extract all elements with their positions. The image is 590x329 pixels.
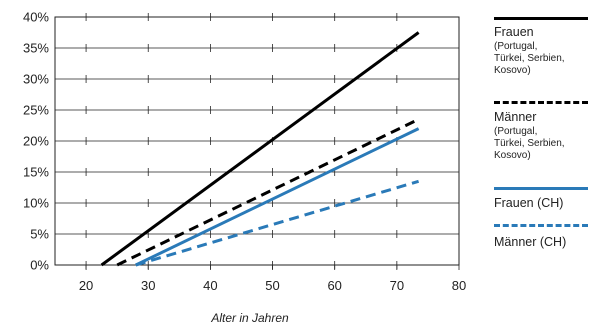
legend-line-solid-black: [494, 17, 588, 20]
x-tick-label: 40: [203, 278, 217, 293]
legend-line-dashed-black: [494, 101, 588, 104]
legend-line-dashed-blue: [494, 224, 588, 227]
legend-line-solid-blue: [494, 187, 588, 190]
x-tick-label: 70: [390, 278, 404, 293]
gridlines: [55, 13, 459, 269]
y-tick-label: 20%: [23, 134, 49, 149]
y-tick-label: 10%: [23, 196, 49, 211]
x-axis-ticks: 20 30 40 50 60 70 80: [79, 265, 466, 293]
y-tick-label: 0%: [30, 258, 49, 273]
x-axis-title: Alter in Jahren: [210, 311, 289, 325]
y-tick-label: 5%: [30, 227, 49, 242]
x-tick-label: 50: [265, 278, 279, 293]
legend-series-name: Frauen: [494, 25, 534, 39]
plot-frame: [54, 16, 460, 266]
legend-series-name: Frauen (CH): [494, 196, 564, 210]
series-lines: [100, 31, 420, 267]
legend-series-note: (Portugal, Türkei, Serbien, Kosovo): [494, 126, 565, 161]
legend: Frauen (Portugal, Türkei, Serbien, Kosov…: [494, 0, 590, 329]
series-line-3: [135, 127, 420, 267]
x-tick-label: 80: [452, 278, 466, 293]
series-line-1: [100, 31, 420, 267]
series-line-2: [116, 117, 420, 267]
x-tick-label: 60: [327, 278, 341, 293]
legend-series-note: (Portugal, Türkei, Serbien, Kosovo): [494, 41, 565, 76]
y-tick-label: 40%: [23, 10, 49, 25]
legend-series-name: Männer (CH): [494, 235, 567, 249]
y-axis-ticks: 0% 5% 10% 15% 20% 25% 30% 35% 40%: [23, 10, 49, 273]
y-tick-label: 15%: [23, 165, 49, 180]
series-line-4: [135, 179, 420, 267]
y-tick-label: 30%: [23, 72, 49, 87]
y-tick-label: 35%: [23, 41, 49, 56]
legend-series-name: Männer: [494, 110, 537, 124]
x-tick-label: 20: [79, 278, 93, 293]
y-tick-label: 25%: [23, 103, 49, 118]
x-tick-label: 30: [141, 278, 155, 293]
